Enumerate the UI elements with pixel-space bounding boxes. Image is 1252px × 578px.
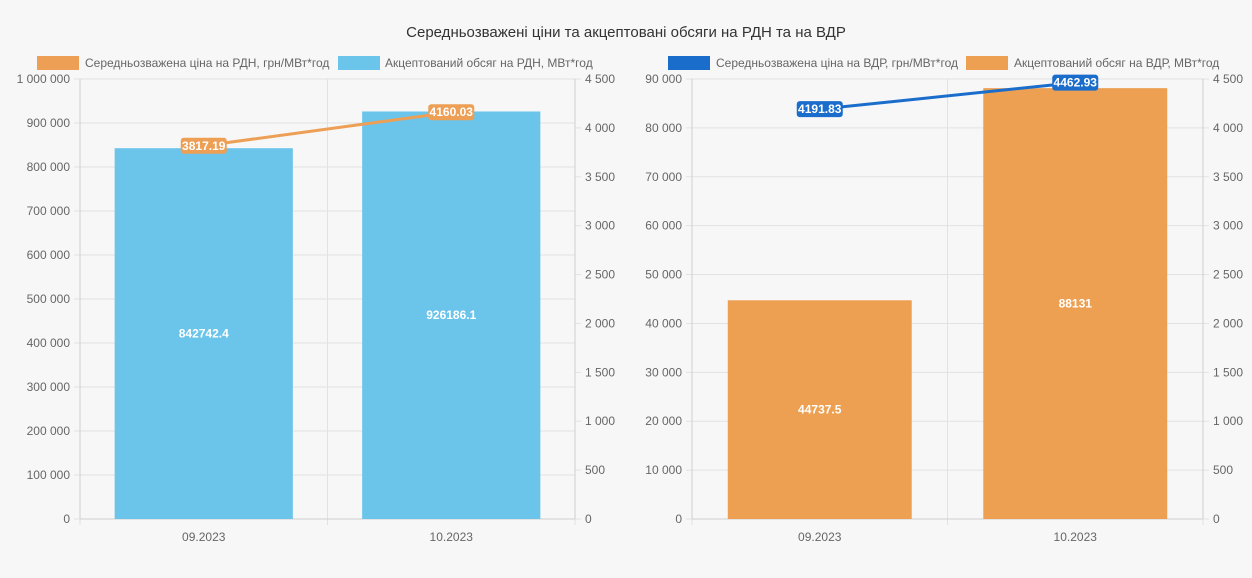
y-right-tick-label: 3 500 (585, 170, 615, 184)
x-tick-label: 09.2023 (182, 530, 226, 544)
y-left-tick-label: 90 000 (645, 72, 682, 86)
point-label-box[interactable] (1052, 74, 1099, 91)
y-right-tick-label: 500 (1213, 463, 1233, 477)
bar-value-label: 88131 (1059, 297, 1093, 311)
chart-2: 0 10 000 20 000 30 000 40 000 50 000 60 000 70 … (645, 56, 1243, 544)
x-tick-label: 10.2023 (1054, 530, 1098, 544)
y-left-tick-label: 60 000 (645, 219, 682, 233)
y-right-tick-label: 1 500 (1213, 365, 1243, 379)
legend-swatch[interactable] (338, 56, 380, 70)
bar-value-label: 926186.1 (426, 308, 476, 322)
point-value-label: 4160.03 (430, 105, 474, 119)
x-tick-label: 10.2023 (430, 530, 474, 544)
y-left-tick-label: 80 000 (645, 121, 682, 135)
y-right-tick-label: 4 500 (1213, 72, 1243, 86)
y-left-tick-label: 40 000 (645, 316, 682, 330)
y-left-tick-label: 0 (63, 512, 70, 526)
y-left-tick-label: 600 000 (27, 248, 71, 262)
y-right-tick-label: 500 (585, 463, 605, 477)
legend-label[interactable]: Середньозважена ціна на РДН, грн/МВт*год (85, 56, 329, 70)
y-left-tick-label: 500 000 (27, 292, 71, 306)
y-right-tick-label: 1 000 (1213, 414, 1243, 428)
bar[interactable] (114, 148, 293, 519)
y-right-tick-label: 0 (1213, 512, 1220, 526)
y-left-tick-label: 10 000 (645, 463, 682, 477)
legend-swatch[interactable] (966, 56, 1008, 70)
y-left-tick-label: 900 000 (27, 116, 71, 130)
y-left-tick-label: 300 000 (27, 380, 71, 394)
point-label-box[interactable] (428, 104, 475, 121)
y-left-tick-label: 30 000 (645, 365, 682, 379)
y-left-tick-label: 800 000 (27, 160, 71, 174)
y-left-tick-label: 0 (675, 512, 682, 526)
y-left-tick-label: 50 000 (645, 268, 682, 282)
y-right-tick-label: 1 000 (585, 414, 615, 428)
bar[interactable] (983, 88, 1168, 520)
series-line (203, 110, 452, 148)
y-left-tick-label: 100 000 (27, 468, 71, 482)
point-value-label: 4462.93 (1054, 76, 1098, 90)
chart-title: Середньозважені ціни та акцептовані обся… (406, 24, 846, 41)
point-label-box[interactable] (796, 101, 843, 118)
y-right-tick-label: 0 (585, 512, 592, 526)
y-right-tick-label: 3 500 (1213, 170, 1243, 184)
y-right-tick-label: 3 000 (1213, 219, 1243, 233)
legend-label[interactable]: Середньозважена ціна на ВДР, грн/МВт*год (716, 56, 958, 70)
bar-value-label: 44737.5 (798, 403, 842, 417)
y-right-tick-label: 4 000 (1213, 121, 1243, 135)
legend-label[interactable]: Акцептований обсяг на РДН, МВт*год (385, 56, 593, 70)
point-value-label: 3817.19 (182, 139, 226, 153)
y-right-tick-label: 2 000 (1213, 316, 1243, 330)
bar[interactable] (727, 300, 912, 519)
y-left-tick-label: 200 000 (27, 424, 71, 438)
point-value-label: 4191.83 (798, 102, 842, 116)
series-line (819, 81, 1076, 111)
y-right-tick-label: 4 500 (585, 72, 615, 86)
legend-swatch[interactable] (37, 56, 79, 70)
y-left-tick-label: 1 000 000 (17, 72, 71, 86)
y-right-tick-label: 2 000 (585, 316, 615, 330)
y-right-tick-label: 2 500 (585, 268, 615, 282)
y-right-tick-label: 3 000 (585, 219, 615, 233)
y-right-tick-label: 4 000 (585, 121, 615, 135)
y-left-tick-label: 20 000 (645, 414, 682, 428)
bar-value-label: 842742.4 (179, 327, 229, 341)
bar[interactable] (362, 111, 541, 519)
y-right-tick-label: 2 500 (1213, 268, 1243, 282)
y-left-tick-label: 400 000 (27, 336, 71, 350)
y-left-tick-label: 70 000 (645, 170, 682, 184)
y-left-tick-label: 700 000 (27, 204, 71, 218)
x-tick-label: 09.2023 (798, 530, 842, 544)
legend-label[interactable]: Акцептований обсяг на ВДР, МВт*год (1014, 56, 1219, 70)
point-label-box[interactable] (180, 137, 227, 154)
y-right-tick-label: 1 500 (585, 365, 615, 379)
legend-swatch[interactable] (668, 56, 710, 70)
chart-1: 0 100 000 200 000 300 000 400 000 500 000 600 … (17, 56, 615, 544)
